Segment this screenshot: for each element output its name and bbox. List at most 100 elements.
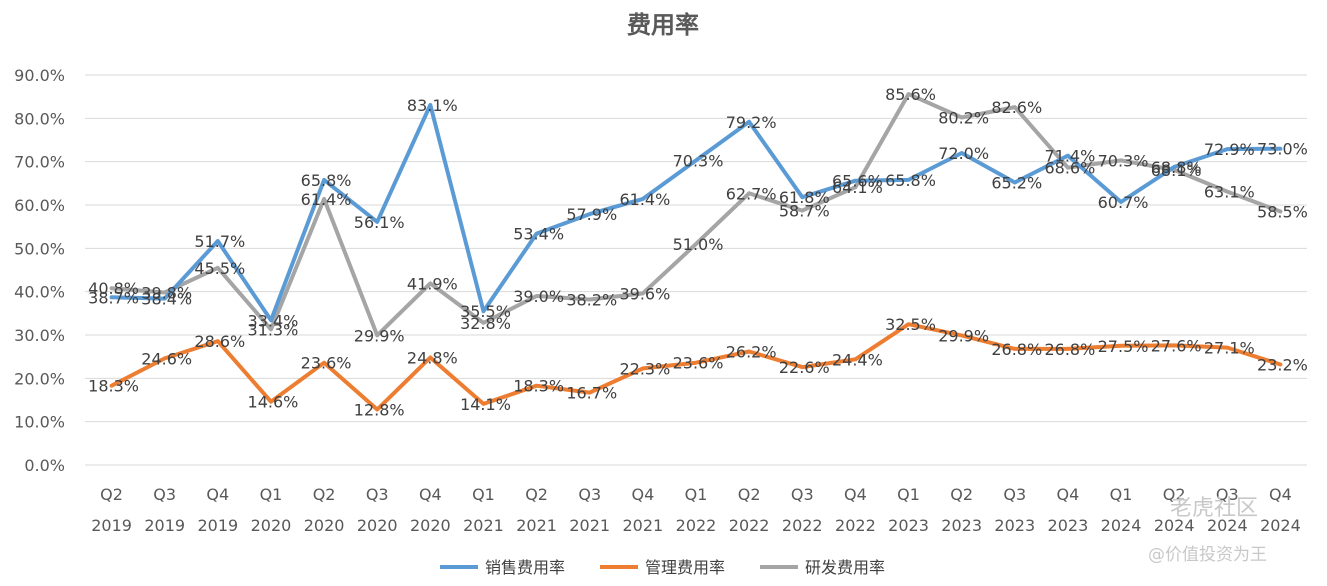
data-label: 28.6%	[194, 332, 245, 351]
data-label: 82.6%	[991, 98, 1042, 117]
x-tick-quarter: Q3	[366, 485, 389, 504]
x-tick-year: 2019	[144, 516, 185, 535]
series-line-0	[109, 102, 1283, 323]
data-label: 23.6%	[301, 354, 352, 373]
data-label: 24.6%	[141, 349, 192, 368]
x-tick-year: 2022	[676, 516, 717, 535]
grid-lines	[85, 74, 1307, 466]
data-label: 22.3%	[619, 359, 670, 378]
x-axis-ticks: Q2 2019 Q3 2019 Q4 2019 Q1 2020 Q2 2020 Q3 2020 Q4 20…	[91, 485, 1301, 535]
series-line-2	[109, 92, 1283, 338]
data-label: 24.4%	[832, 350, 883, 369]
x-tick-quarter: Q2	[313, 485, 336, 504]
legend-label: 研发费用率	[805, 558, 885, 577]
legend-label: 销售费用率	[485, 558, 565, 577]
x-tick-quarter: Q1	[472, 485, 495, 504]
data-label: 32.5%	[885, 315, 936, 334]
data-label: 73.0%	[1257, 140, 1308, 159]
x-tick-quarter: Q2	[525, 485, 548, 504]
series-lines	[109, 92, 1283, 412]
x-tick-year: 2023	[941, 516, 982, 535]
x-tick-year: 2023	[888, 516, 929, 535]
x-tick-quarter: Q3	[1003, 485, 1026, 504]
x-tick-year: 2022	[782, 516, 823, 535]
data-label: 65.8%	[885, 171, 936, 190]
data-label: 53.4%	[513, 225, 564, 244]
x-tick-year: 2021	[463, 516, 504, 535]
x-tick-quarter: Q3	[791, 485, 814, 504]
x-tick-year: 2020	[410, 516, 451, 535]
data-label: 85.6%	[885, 85, 936, 104]
x-tick-year: 2023	[994, 516, 1035, 535]
data-label: 23.2%	[1257, 355, 1308, 374]
x-tick-year: 2024	[1154, 516, 1195, 535]
data-label: 83.1%	[407, 96, 458, 115]
x-tick-quarter: Q3	[578, 485, 601, 504]
data-label: 16.7%	[566, 384, 617, 403]
data-label: 65.2%	[991, 173, 1042, 192]
x-tick-year: 2021	[516, 516, 557, 535]
watermark-handle: @价值投资为王	[1148, 545, 1267, 565]
x-tick-quarter: Q2	[100, 485, 123, 504]
x-tick-quarter: Q2	[738, 485, 761, 504]
x-tick-quarter: Q4	[1057, 485, 1080, 504]
x-tick-quarter: Q1	[260, 485, 283, 504]
y-tick-label: 30.0%	[14, 326, 65, 345]
data-label: 38.7%	[88, 288, 139, 307]
y-tick-label: 40.0%	[14, 283, 65, 302]
data-label: 71.4%	[1044, 147, 1095, 166]
x-tick-year: 2022	[729, 516, 770, 535]
data-label: 56.1%	[354, 213, 405, 232]
data-label: 58.7%	[779, 202, 830, 221]
data-label: 18.3%	[513, 377, 564, 396]
y-tick-label: 90.0%	[14, 66, 65, 85]
data-label: 61.4%	[301, 190, 352, 209]
data-label: 26.8%	[1044, 340, 1095, 359]
data-label: 27.5%	[1098, 337, 1149, 356]
y-tick-label: 80.0%	[14, 109, 65, 128]
data-label: 68.1%	[1151, 161, 1202, 180]
x-tick-year: 2024	[1260, 516, 1301, 535]
data-label: 18.3%	[88, 377, 139, 396]
y-tick-label: 50.0%	[14, 239, 65, 258]
x-tick-year: 2023	[1048, 516, 1089, 535]
x-tick-quarter: Q2	[950, 485, 973, 504]
data-label: 40.8%	[88, 279, 139, 298]
data-label: 65.8%	[301, 171, 352, 190]
data-label: 35.5%	[460, 302, 511, 321]
data-labels: 38.7% 38.4% 51.7% 33.4% 65.8% 56.1% 83.1% 35.5%…	[88, 85, 1308, 419]
y-tick-label: 60.0%	[14, 196, 65, 215]
legend-label: 管理费用率	[645, 558, 725, 577]
data-label: 61.4%	[619, 190, 670, 209]
data-label: 12.8%	[354, 401, 405, 420]
data-label: 27.6%	[1151, 336, 1202, 355]
x-tick-year: 2024	[1101, 516, 1142, 535]
data-label: 27.1%	[1204, 339, 1255, 358]
data-label: 51.7%	[194, 232, 245, 251]
y-axis-ticks: 0.0% 10.0% 20.0% 30.0% 40.0% 50.0% 60.0% 70.0% 8…	[14, 66, 65, 475]
data-label: 39.0%	[513, 287, 564, 306]
data-label: 79.2%	[726, 113, 777, 132]
x-tick-quarter: Q2	[1163, 485, 1186, 504]
data-label: 61.8%	[779, 188, 830, 207]
y-tick-label: 10.0%	[14, 413, 65, 432]
data-label: 64.1%	[832, 178, 883, 197]
data-label: 68.8%	[1151, 158, 1202, 177]
data-label: 33.4%	[248, 311, 299, 330]
data-label: 72.9%	[1204, 140, 1255, 159]
data-label: 26.2%	[726, 342, 777, 361]
data-label: 51.0%	[673, 235, 724, 254]
data-label: 29.9%	[938, 326, 989, 345]
y-tick-label: 20.0%	[14, 369, 65, 388]
data-label: 60.7%	[1098, 193, 1149, 212]
data-label: 22.6%	[779, 358, 830, 377]
series-line-1	[109, 322, 1283, 412]
data-label: 45.5%	[194, 259, 245, 278]
data-label: 70.3%	[1098, 151, 1149, 170]
x-tick-quarter: Q3	[153, 485, 176, 504]
x-tick-year: 2019	[197, 516, 238, 535]
data-label: 70.3%	[673, 151, 724, 170]
chart-title: 费用率	[627, 11, 699, 39]
data-label: 38.4%	[141, 290, 192, 309]
